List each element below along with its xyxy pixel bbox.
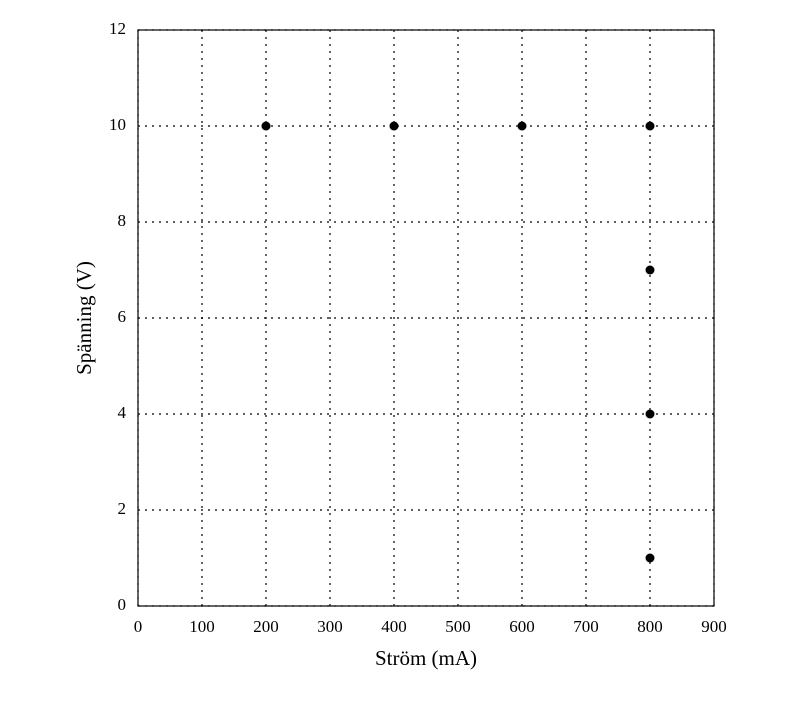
data-point xyxy=(389,121,399,131)
y-tick-label: 6 xyxy=(118,307,127,326)
y-tick-label: 8 xyxy=(118,211,127,230)
data-point xyxy=(261,121,271,131)
data-point xyxy=(645,409,655,419)
data-point xyxy=(645,553,655,563)
data-point xyxy=(645,121,655,131)
y-tick-label: 10 xyxy=(109,115,126,134)
x-tick-label: 600 xyxy=(509,617,535,636)
plot-frame xyxy=(137,29,715,607)
y-tick-label: 12 xyxy=(109,19,126,38)
y-axis-label: Spänning (V) xyxy=(72,261,96,375)
data-point xyxy=(645,265,655,275)
y-tick-label: 4 xyxy=(118,403,127,422)
x-tick-label: 400 xyxy=(381,617,407,636)
x-tick-label: 0 xyxy=(134,617,143,636)
x-axis-label: Ström (mA) xyxy=(375,646,477,670)
y-tick-label: 0 xyxy=(118,595,127,614)
x-tick-label: 300 xyxy=(317,617,343,636)
x-tick-label: 700 xyxy=(573,617,599,636)
x-tick-label: 500 xyxy=(445,617,471,636)
data-point xyxy=(517,121,527,131)
x-tick-label: 200 xyxy=(253,617,279,636)
x-tick-label: 900 xyxy=(701,617,727,636)
x-tick-label: 100 xyxy=(189,617,215,636)
x-tick-label: 800 xyxy=(637,617,663,636)
y-tick-label: 2 xyxy=(118,499,127,518)
